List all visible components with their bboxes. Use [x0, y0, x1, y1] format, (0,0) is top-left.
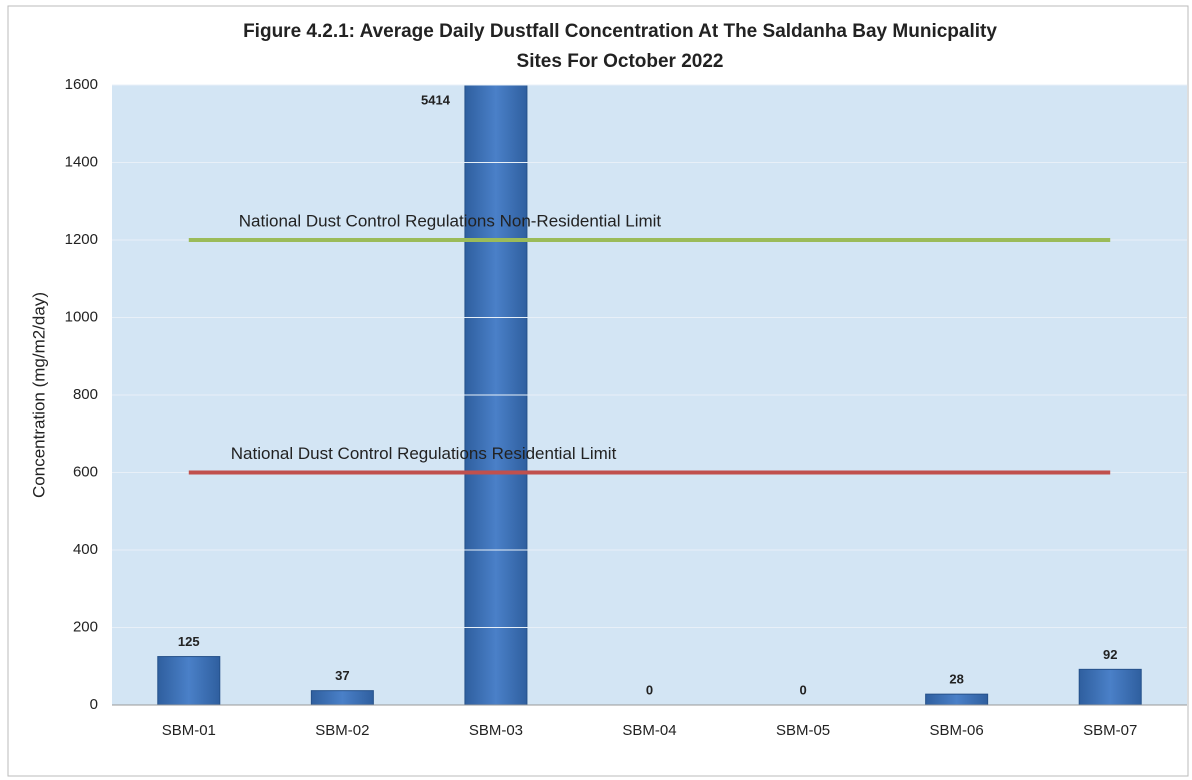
limit-label: National Dust Control Regulations Reside…	[231, 444, 617, 463]
y-tick-label: 0	[90, 696, 98, 713]
x-tick-label: SBM-02	[315, 722, 369, 739]
limit-label: National Dust Control Regulations Non-Re…	[239, 211, 662, 230]
x-tick-label: SBM-07	[1083, 722, 1137, 739]
data-label: 0	[799, 682, 806, 697]
data-label: 5414	[421, 92, 451, 107]
x-tick-label: SBM-06	[930, 722, 984, 739]
x-tick-label: SBM-01	[162, 722, 216, 739]
y-tick-label: 1200	[65, 231, 98, 248]
y-tick-label: 1000	[65, 308, 98, 325]
chart-title: Figure 4.2.1: Average Daily Dustfall Con…	[243, 21, 997, 42]
x-tick-label: SBM-04	[622, 722, 676, 739]
bar	[464, 85, 528, 705]
y-tick-label: 1600	[65, 76, 98, 93]
data-label: 37	[335, 668, 349, 683]
data-label: 0	[646, 682, 653, 697]
y-tick-label: 800	[73, 386, 98, 403]
data-label: 125	[178, 634, 200, 649]
y-tick-label: 400	[73, 541, 98, 558]
y-axis-label: Concentration (mg/m2/day)	[29, 292, 48, 498]
y-tick-label: 200	[73, 618, 98, 635]
bar	[1078, 668, 1142, 705]
bar	[925, 693, 989, 705]
chart-title: Sites For October 2022	[517, 51, 724, 72]
data-label: 92	[1103, 647, 1117, 662]
x-tick-label: SBM-05	[776, 722, 830, 739]
y-tick-label: 600	[73, 463, 98, 480]
x-tick-label: SBM-03	[469, 722, 523, 739]
data-label: 28	[949, 672, 963, 687]
bar	[157, 656, 221, 705]
y-tick-label: 1400	[65, 153, 98, 170]
bar	[310, 690, 374, 705]
